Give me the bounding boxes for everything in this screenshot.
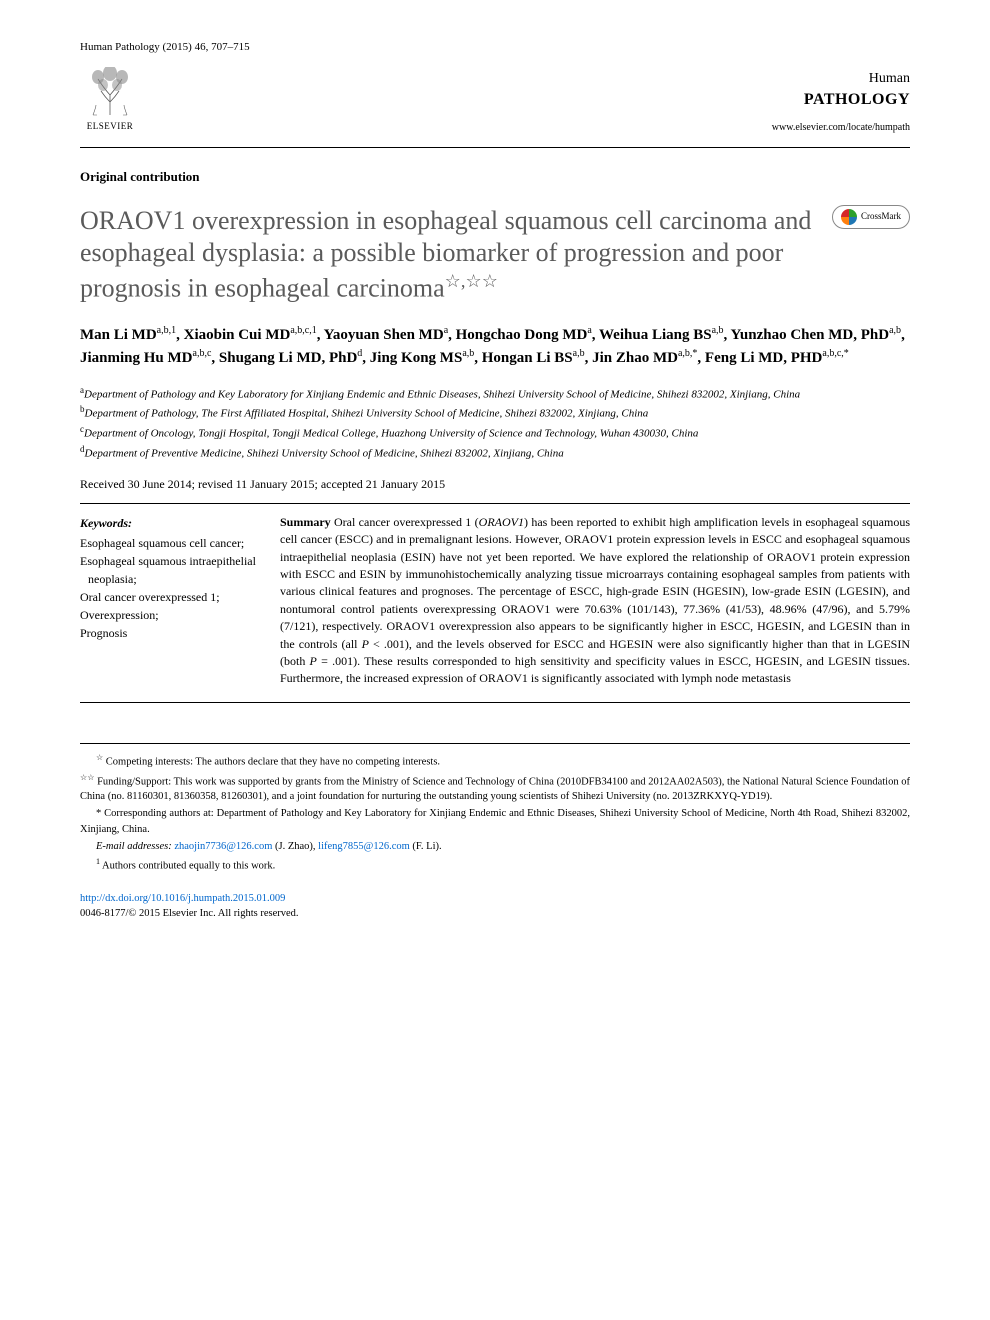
- citation: Human Pathology (2015) 46, 707–715: [80, 40, 250, 55]
- journal-name-line2: PATHOLOGY: [804, 89, 910, 111]
- footnote-contrib: 1 Authors contributed equally to this wo…: [80, 856, 910, 874]
- affiliation-d: dDepartment of Preventive Medicine, Shih…: [80, 443, 910, 463]
- journal-brand: Human PATHOLOGY www.elsevier.com/locate/…: [772, 69, 910, 135]
- keyword-item: Esophageal squamous intraepithelial neop…: [80, 552, 260, 588]
- summary-column: Summary Oral cancer overexpressed 1 (ORA…: [280, 514, 910, 688]
- footnote-competing: ☆ Competing interests: The authors decla…: [80, 752, 910, 770]
- affiliation-a: aDepartment of Pathology and Key Laborat…: [80, 384, 910, 404]
- keyword-item: Prognosis: [80, 624, 260, 642]
- article-title: ORAOV1 overexpression in esophageal squa…: [80, 205, 812, 305]
- authors-list: Man Li MDa,b,1, Xiaobin Cui MDa,b,c,1, Y…: [80, 323, 910, 370]
- affiliations: aDepartment of Pathology and Key Laborat…: [80, 384, 910, 462]
- summary-text: Oral cancer overexpressed 1 (ORAOV1) has…: [280, 515, 910, 686]
- email-link-2[interactable]: lifeng7855@126.com: [318, 841, 410, 852]
- logos-row: ELSEVIER Human PATHOLOGY www.elsevier.co…: [80, 67, 910, 148]
- abstract-section: Keywords: Esophageal squamous cell cance…: [80, 514, 910, 703]
- journal-name-line1: Human: [869, 69, 910, 89]
- elsevier-name: ELSEVIER: [87, 120, 134, 133]
- affiliation-b: bDepartment of Pathology, The First Affi…: [80, 403, 910, 423]
- title-row: ORAOV1 overexpression in esophageal squa…: [80, 205, 910, 305]
- journal-url[interactable]: www.elsevier.com/locate/humpath: [772, 121, 910, 135]
- crossmark-icon: [841, 209, 857, 225]
- doi-link[interactable]: http://dx.doi.org/10.1016/j.humpath.2015…: [80, 893, 285, 904]
- crossmark-label: CrossMark: [861, 210, 901, 223]
- summary-label: Summary: [280, 515, 331, 529]
- email-label: E-mail addresses:: [96, 841, 172, 852]
- doi-section: http://dx.doi.org/10.1016/j.humpath.2015…: [80, 892, 910, 921]
- email-author-2: (F. Li).: [410, 841, 442, 852]
- elsevier-tree-icon: [83, 67, 138, 117]
- article-dates: Received 30 June 2014; revised 11 Januar…: [80, 476, 910, 504]
- footnote-emails: E-mail addresses: zhaojin7736@126.com (J…: [80, 839, 910, 854]
- keywords-column: Keywords: Esophageal squamous cell cance…: [80, 514, 260, 688]
- affiliation-c: cDepartment of Oncology, Tongji Hospital…: [80, 423, 910, 443]
- keyword-item: Esophageal squamous cell cancer;: [80, 534, 260, 552]
- footnote-corresponding: * Corresponding authors at: Department o…: [80, 806, 910, 836]
- email-link-1[interactable]: zhaojin7736@126.com: [174, 841, 272, 852]
- footnote-funding: ☆☆ Funding/Support: This work was suppor…: [80, 772, 910, 805]
- header-top: Human Pathology (2015) 46, 707–715: [80, 40, 910, 55]
- keyword-item: Overexpression;: [80, 606, 260, 624]
- crossmark-badge[interactable]: CrossMark: [832, 205, 910, 229]
- elsevier-logo: ELSEVIER: [80, 67, 140, 137]
- email-author-1: (J. Zhao),: [272, 841, 318, 852]
- footnotes: ☆ Competing interests: The authors decla…: [80, 743, 910, 874]
- title-marks: ☆,☆☆: [445, 271, 498, 291]
- keywords-heading: Keywords:: [80, 514, 260, 532]
- issn-copyright: 0046-8177/© 2015 Elsevier Inc. All right…: [80, 908, 299, 919]
- article-type: Original contribution: [80, 168, 910, 186]
- keyword-item: Oral cancer overexpressed 1;: [80, 588, 260, 606]
